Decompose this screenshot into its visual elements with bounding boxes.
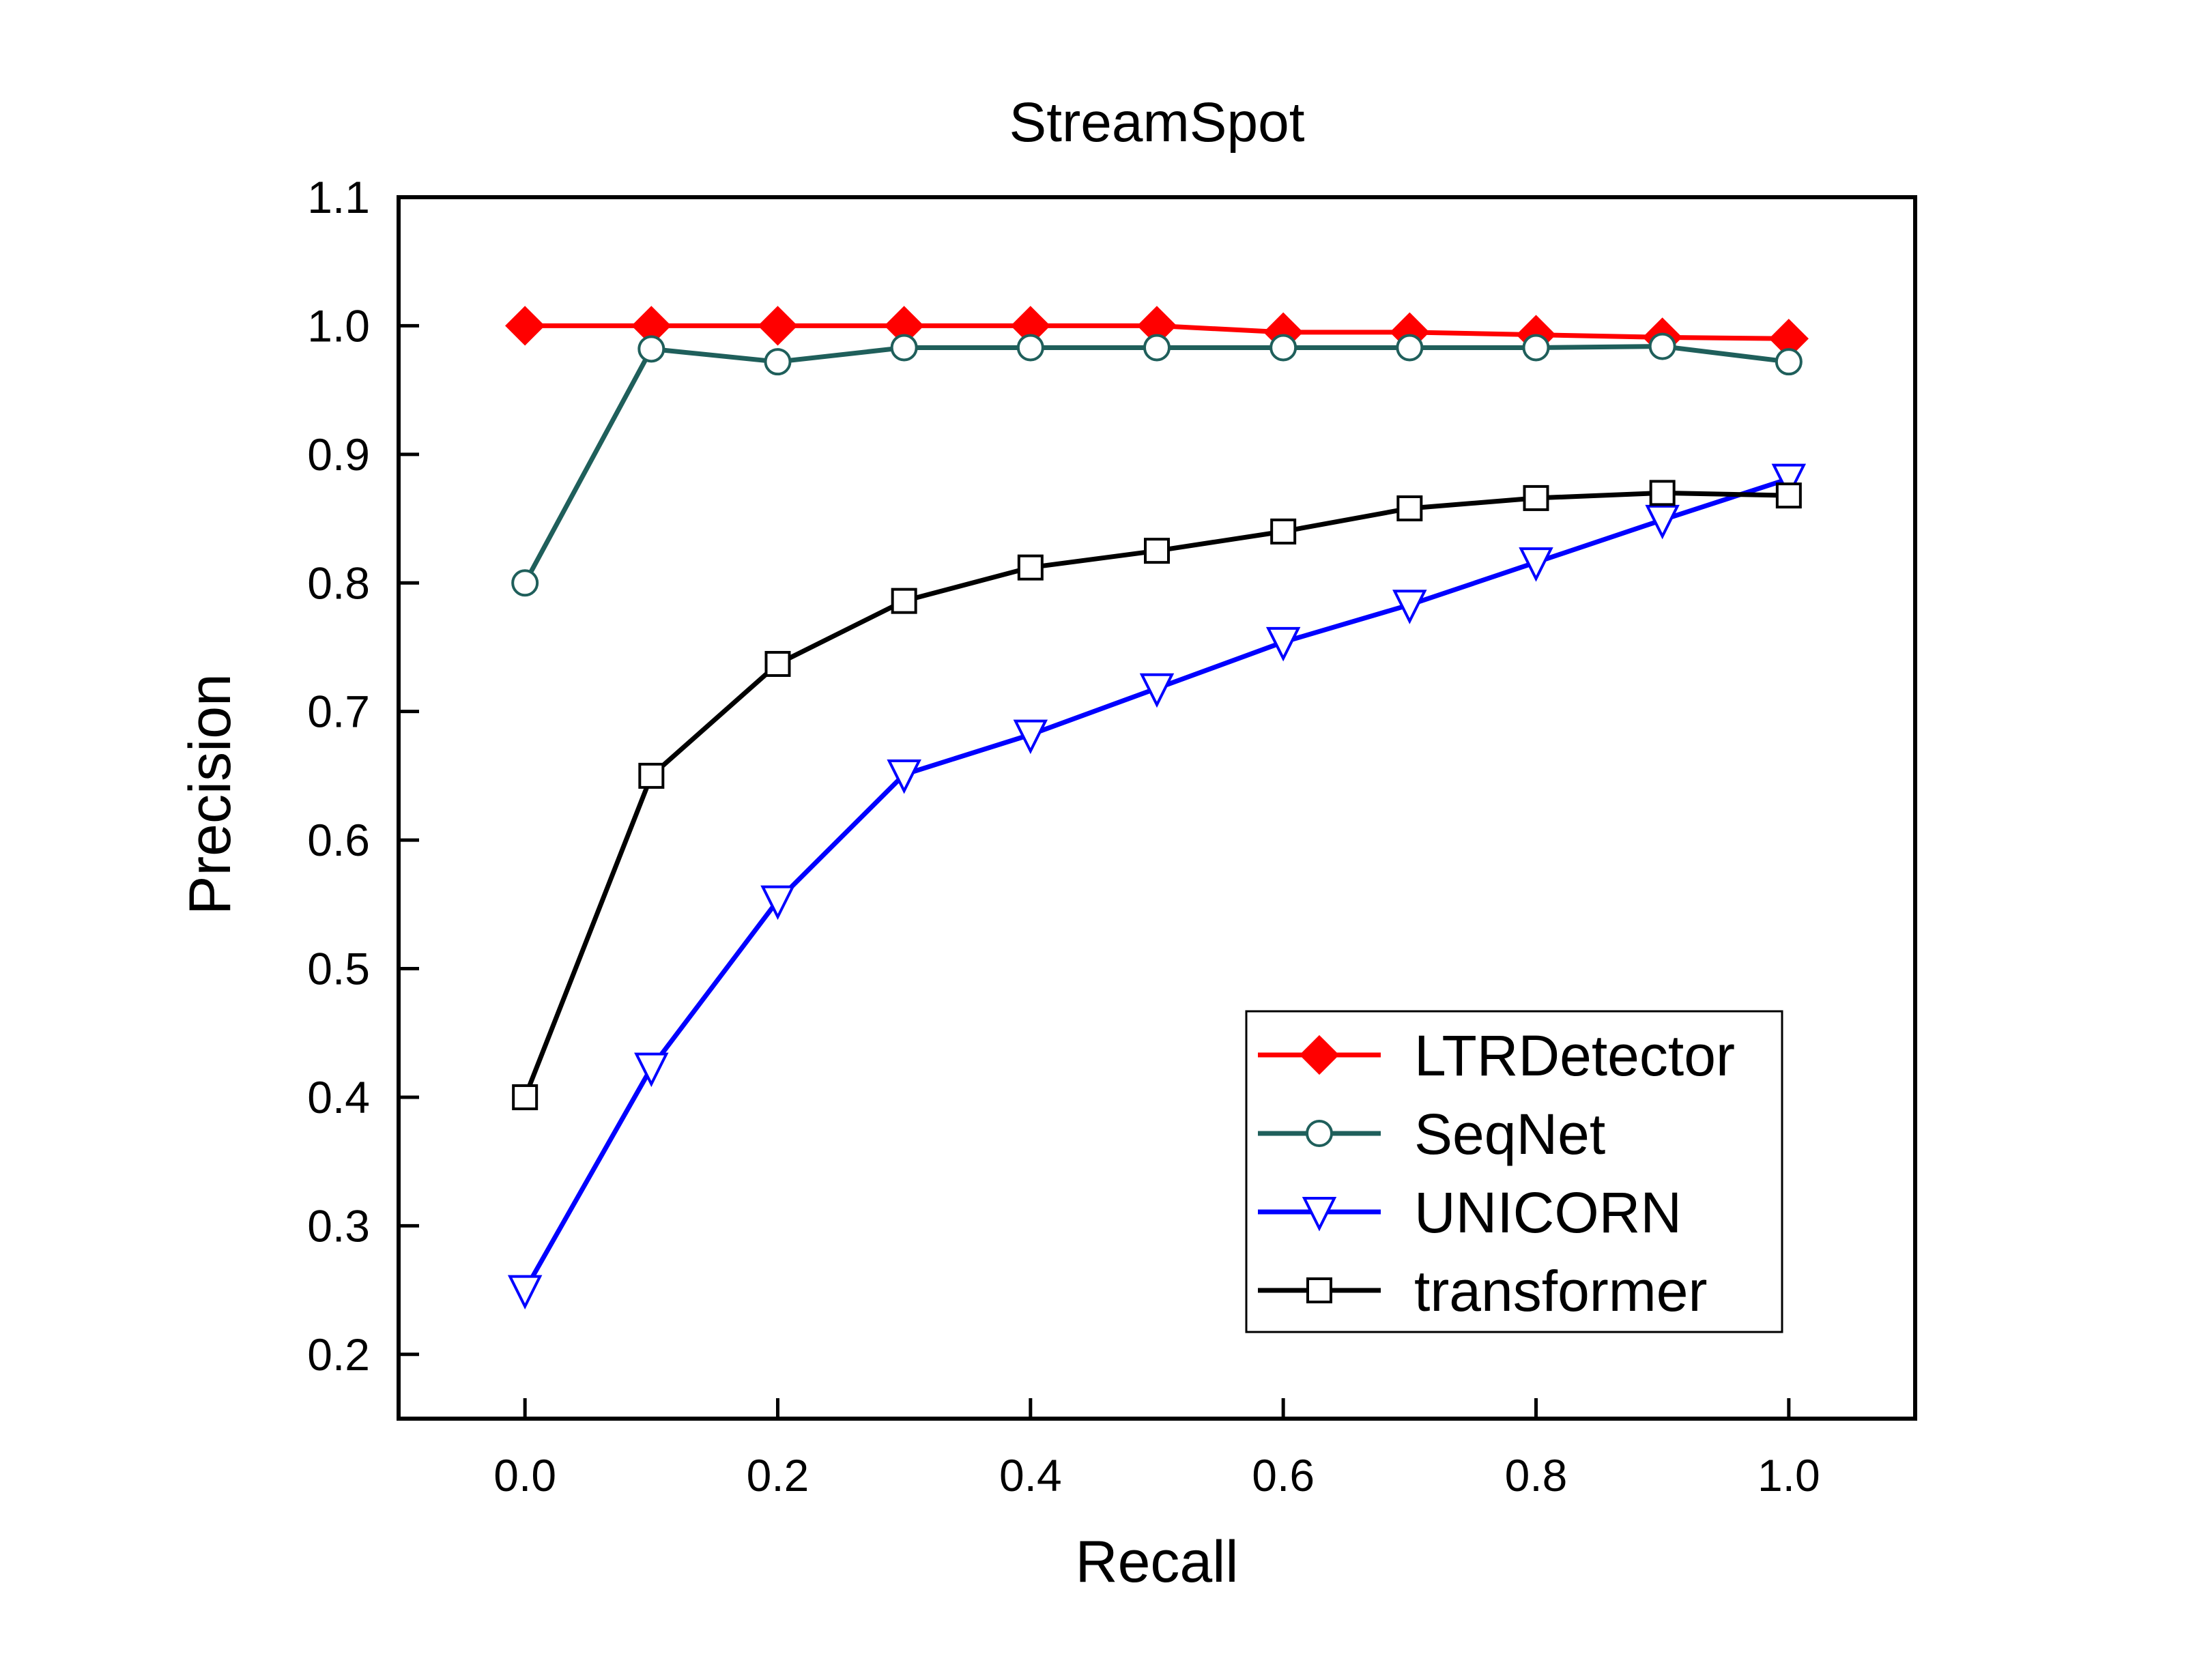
data-point: [1648, 332, 1676, 360]
data-point: [1017, 554, 1044, 581]
data-point: [1645, 504, 1680, 540]
x-tick-label: 0.2: [747, 1450, 809, 1501]
legend: LTRDetector SeqNet UNICORN transformer: [1245, 1010, 1783, 1333]
y-axis: 0.2 0.3 0.4 0.5 0.6 0.7 0.8 0.9 1.0 1.1: [307, 172, 419, 1380]
data-point: [511, 569, 539, 597]
data-point: [505, 306, 545, 346]
data-point: [1270, 518, 1297, 545]
data-point: [891, 588, 917, 614]
data-point: [637, 335, 665, 363]
data-point: [1269, 334, 1297, 362]
x-tick-label: 0.4: [999, 1450, 1062, 1501]
data-point: [1143, 334, 1171, 362]
y-tick-label: 1.0: [307, 300, 370, 351]
data-point: [1139, 673, 1175, 708]
data-point: [1013, 719, 1048, 755]
data-point: [1649, 480, 1676, 506]
legend-marker: [1302, 1197, 1337, 1232]
data-point: [1522, 334, 1550, 362]
data-point: [1396, 334, 1424, 362]
legend-marker: [1306, 1120, 1333, 1147]
series-UNICORN: [507, 463, 1807, 1310]
series-line: [522, 490, 1789, 1099]
data-point: [887, 759, 921, 794]
legend-label: SeqNet: [1414, 1102, 1605, 1166]
legend-marker: [1306, 1277, 1332, 1303]
data-point: [760, 885, 795, 921]
legend-item: transformer: [1258, 1259, 1707, 1323]
y-tick-label: 0.7: [307, 686, 370, 737]
legend-box: [1245, 1010, 1783, 1333]
data-point: [1392, 590, 1427, 624]
x-axis: 0.0 0.2 0.4 0.6 0.8 1.0: [493, 1398, 1820, 1501]
legend-label: transformer: [1414, 1259, 1707, 1323]
data-point: [1519, 547, 1553, 582]
legend-item: LTRDetector: [1258, 1024, 1735, 1088]
data-point: [638, 762, 665, 789]
data-point: [1775, 348, 1803, 376]
series-layer: [505, 306, 1809, 1310]
y-tick-label: 0.5: [307, 944, 370, 994]
legend-items: LTRDetector SeqNet UNICORN transformer: [1258, 1024, 1735, 1323]
y-tick-label: 0.4: [307, 1072, 370, 1123]
data-point: [1016, 334, 1044, 362]
x-tick-label: 1.0: [1758, 1450, 1820, 1501]
legend-label: LTRDetector: [1414, 1024, 1735, 1088]
data-point: [1523, 484, 1549, 511]
x-axis-label: Recall: [1076, 1529, 1239, 1595]
legend-item: UNICORN: [1258, 1181, 1682, 1245]
data-point: [507, 1275, 543, 1310]
data-point: [764, 348, 792, 376]
data-point: [890, 334, 918, 362]
x-tick-label: 0.8: [1505, 1450, 1568, 1501]
data-point: [634, 1052, 669, 1088]
y-tick-label: 1.1: [307, 172, 370, 222]
chart-title: StreamSpot: [1009, 91, 1305, 154]
plot-area-frame: [397, 195, 1917, 1421]
data-point: [1396, 495, 1423, 521]
x-tick-label: 0.6: [1252, 1450, 1315, 1501]
series-SeqNet: [511, 332, 1803, 597]
data-point: [1775, 482, 1802, 509]
y-tick-label: 0.3: [307, 1200, 370, 1251]
x-tick-label: 0.0: [493, 1450, 556, 1501]
y-tick-label: 0.9: [307, 429, 370, 480]
legend-label: UNICORN: [1414, 1181, 1682, 1245]
data-point: [764, 650, 791, 677]
data-point: [1265, 626, 1301, 662]
data-point: [758, 306, 798, 346]
data-point: [512, 1084, 539, 1110]
data-point: [1771, 463, 1807, 499]
y-axis-label: Precision: [177, 674, 243, 915]
data-point: [1144, 538, 1170, 564]
legend-marker: [1299, 1034, 1340, 1075]
legend-item: SeqNet: [1258, 1102, 1605, 1166]
series-transformer: [512, 480, 1802, 1110]
y-tick-label: 0.6: [307, 815, 370, 865]
y-tick-label: 0.8: [307, 557, 370, 608]
y-tick-label: 0.2: [307, 1329, 370, 1380]
